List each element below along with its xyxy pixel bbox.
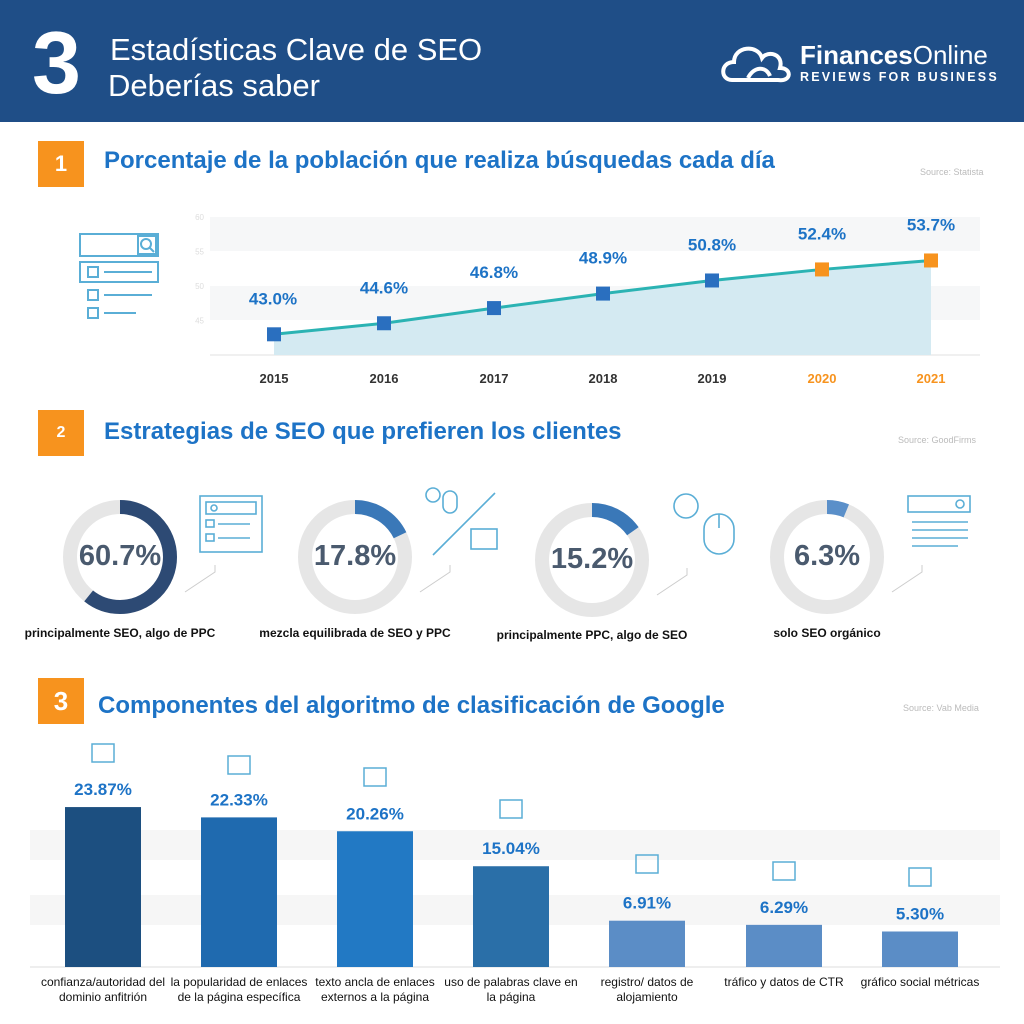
bar-chart: 23.87% 22.33% 20.26% 15.04% 6.91% 6.29% 5.30% xyxy=(30,743,1000,968)
search-list-icon xyxy=(907,495,971,547)
data-label: 50.8% xyxy=(688,235,736,254)
bar xyxy=(609,920,685,967)
x-tick-label: 2015 xyxy=(260,371,289,386)
donut-slice xyxy=(535,503,649,617)
data-point xyxy=(487,301,501,316)
bar xyxy=(746,924,822,967)
x-tick-label: la popularidad de enlaces de la página e… xyxy=(170,975,308,1004)
donut-value: 15.2% xyxy=(550,543,634,575)
x-tick-label: tráfico y datos de CTR xyxy=(724,975,844,989)
y-tick-label: 60 xyxy=(195,213,204,222)
x-tick-label: registro/ datos de alojamiento xyxy=(600,975,694,1004)
x-tick-label: uso de palabras clave en la página xyxy=(444,975,578,1004)
donut-slice xyxy=(770,500,884,614)
leader-line xyxy=(419,565,451,593)
data-point xyxy=(596,286,610,301)
section-3-number: 3 xyxy=(38,678,84,724)
donut-value: 60.7% xyxy=(78,540,162,572)
cloud-logo-icon xyxy=(721,46,791,83)
data-label: 20.26% xyxy=(346,804,404,823)
network-icon xyxy=(908,867,932,887)
grid-band xyxy=(210,217,980,251)
section-1-number: 1 xyxy=(38,141,84,187)
key-icon xyxy=(499,799,523,819)
x-tick-label: texto ancla de enlaces externos a la pág… xyxy=(315,975,435,1004)
x-tick-label: 2016 xyxy=(370,371,399,386)
header-number: 3 xyxy=(32,13,81,112)
anchor-icon xyxy=(363,767,387,787)
data-point xyxy=(267,327,281,342)
donut-label: solo SEO orgánico xyxy=(773,626,881,640)
section-2-source: Source: GoodFirms xyxy=(898,435,977,445)
section-3-source: Source: Vab Media xyxy=(903,703,979,713)
dollar-mouse-icon xyxy=(673,493,735,555)
data-label: 22.33% xyxy=(210,790,268,809)
y-tick-label: 55 xyxy=(195,248,204,257)
bar xyxy=(882,931,958,967)
area-fill xyxy=(274,260,931,355)
search-results-icon xyxy=(79,233,159,319)
x-tick-label: confianza/autoridad del dominio anfitrió… xyxy=(40,975,166,1004)
bar xyxy=(473,866,549,967)
grid-band xyxy=(30,830,1000,860)
data-label: 48.9% xyxy=(579,249,627,268)
y-tick-label: 45 xyxy=(195,317,204,326)
header-subtitle: Deberías saber xyxy=(108,68,320,103)
y-tick-label: 50 xyxy=(195,282,204,291)
x-tick-label: 2020 xyxy=(808,371,837,386)
data-label: 15.04% xyxy=(482,839,540,858)
data-label: 6.29% xyxy=(760,898,808,917)
ppc-icon xyxy=(425,487,498,556)
data-label: 5.30% xyxy=(896,904,944,923)
data-point xyxy=(377,316,391,331)
logo-text: FinancesOnline xyxy=(800,40,988,70)
x-tick-label: 2019 xyxy=(698,371,727,386)
donut-label: principalmente PPC, algo de SEO xyxy=(496,628,688,642)
donut-label: principalmente SEO, algo de PPC xyxy=(24,626,216,640)
line-chart: 60 55 50 45 43.0% 2015 44.6% 2016 46.8% 2017 48.9%… xyxy=(195,213,980,386)
leader-line xyxy=(891,565,923,593)
donut-value: 17.8% xyxy=(313,540,397,572)
donut-slice xyxy=(63,500,177,614)
browser-icon xyxy=(91,743,115,763)
data-label: 46.8% xyxy=(470,263,518,282)
data-point xyxy=(924,253,938,268)
logo-tagline: REVIEWS FOR BUSINESS xyxy=(800,70,999,84)
data-label: 23.87% xyxy=(74,780,132,799)
data-point xyxy=(815,262,829,277)
leader-line xyxy=(656,568,688,596)
donut-value: 6.3% xyxy=(793,540,861,572)
section-1-source: Source: Statista xyxy=(920,167,984,177)
section-3-title: Componentes del algoritmo de clasificaci… xyxy=(98,692,725,719)
bar xyxy=(65,807,141,967)
section-1-title: Porcentaje de la población que realiza b… xyxy=(104,147,775,174)
database-icon xyxy=(635,854,659,874)
data-point xyxy=(705,273,719,288)
donut-slice xyxy=(298,500,412,614)
header: 3 Estadísticas Clave de SEO Deberías sab… xyxy=(0,0,1024,122)
link-icon xyxy=(227,755,251,775)
webpage-icon xyxy=(199,495,263,553)
bar xyxy=(337,831,413,967)
bar-chart-icon xyxy=(772,861,796,881)
bar xyxy=(201,817,277,967)
data-label: 43.0% xyxy=(249,289,297,308)
x-tick-label: 2021 xyxy=(917,371,946,386)
data-label: 44.6% xyxy=(360,278,408,297)
x-tick-label: 2018 xyxy=(589,371,618,386)
donut-charts xyxy=(63,487,971,617)
data-label: 6.91% xyxy=(623,894,671,913)
x-tick-label: gráfico social métricas xyxy=(860,975,980,989)
section-2-number: 2 xyxy=(38,410,84,456)
data-label: 52.4% xyxy=(798,224,846,243)
data-label: 53.7% xyxy=(907,215,955,234)
donut-label: mezcla equilibrada de SEO y PPC xyxy=(259,626,451,640)
x-tick-label: 2017 xyxy=(480,371,509,386)
header-title: Estadísticas Clave de SEO xyxy=(110,32,483,67)
leader-line xyxy=(184,565,216,593)
section-2-title: Estrategias de SEO que prefieren los cli… xyxy=(104,418,622,445)
